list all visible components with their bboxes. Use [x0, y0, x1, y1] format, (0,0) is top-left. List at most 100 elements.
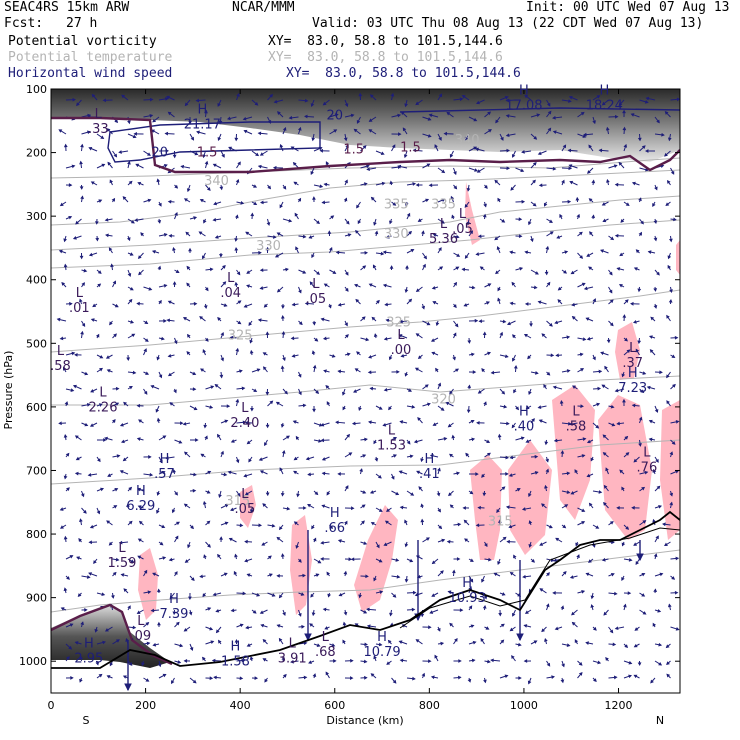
wind-arrow-head: [69, 555, 74, 559]
wind-arrow-head: [88, 252, 93, 257]
wind-arrow-head: [345, 334, 349, 338]
wind-arrow-head: [455, 368, 460, 373]
wind-arrow-head: [398, 132, 402, 137]
wind-arrow-head: [193, 301, 198, 306]
wind-arrow-head: [310, 593, 314, 598]
wind-arrow-head: [331, 354, 336, 358]
wind-arrow-head: [268, 573, 273, 577]
wind-arrow-head: [165, 148, 170, 153]
wind-arrow-head: [224, 521, 229, 526]
wind-arrow-head: [244, 491, 249, 496]
wind-arrow-head: [180, 164, 185, 169]
wind-arrow-head: [320, 317, 325, 322]
wind-arrow-head: [675, 627, 680, 631]
wind-arrow-head: [559, 400, 564, 404]
wind-arrow-head: [502, 319, 507, 324]
wind-arrow-head: [195, 98, 200, 103]
wind-arrow-head: [209, 676, 214, 681]
wind-arrow-head: [298, 391, 302, 396]
wind-arrow-head: [466, 409, 471, 414]
pv-labels: 1.5 1.5 1.5: [197, 140, 421, 160]
wind-arrow-head: [362, 265, 367, 270]
wind-arrow-head: [673, 217, 677, 222]
wind-arrow-head: [161, 336, 165, 341]
wind-arrow-head: [465, 452, 469, 457]
extremum-value: .57: [154, 467, 175, 482]
wind-arrow-head: [453, 185, 458, 190]
wind-arrow-head: [389, 612, 393, 617]
wind-arrow-head: [320, 540, 324, 545]
wind-arrow-head: [669, 238, 673, 243]
wind-arrow-head: [72, 97, 77, 102]
wind-arrow-head: [157, 265, 162, 270]
wind-arrow-head: [171, 509, 176, 514]
wind-arrow-head: [138, 271, 142, 276]
wind-arrow-head: [566, 490, 571, 494]
wind-arrow-head: [234, 281, 239, 286]
wind-arrow-head: [533, 135, 538, 140]
wind-arrow-head: [582, 337, 587, 341]
wind-arrow-head: [267, 555, 272, 560]
wind-arrow-head: [376, 544, 380, 549]
wind-arrow-head: [432, 301, 437, 305]
wind-arrow-head: [123, 401, 127, 406]
wind-arrow-head: [145, 678, 150, 682]
wind-arrow-head: [517, 642, 522, 647]
wind-arrow-head: [426, 321, 431, 326]
wind-arrow-head: [532, 161, 537, 166]
wind-arrow-head: [545, 468, 550, 473]
wind-arrow-head: [143, 348, 147, 353]
wind-arrow-head: [402, 127, 407, 132]
wind-arrow-head: [377, 474, 382, 479]
wind-arrow-head: [553, 438, 558, 443]
wind-arrow-head: [99, 367, 103, 372]
wind-arrow-head: [281, 656, 286, 661]
wind-arrow-head: [321, 504, 326, 509]
wind-arrow-head: [581, 521, 586, 525]
wind-arrow-head: [485, 626, 490, 630]
wind-arrow-head: [238, 369, 243, 374]
extremum-symbol: L: [289, 636, 297, 651]
wind-arrow-head: [669, 501, 674, 506]
wind-arrow-head: [613, 164, 618, 168]
wind-arrow-head: [648, 335, 653, 339]
wind-arrow-head: [461, 94, 466, 99]
wind-arrow-head: [249, 339, 254, 344]
wind-arrow-head: [612, 642, 617, 647]
wind-arrow-head: [654, 408, 659, 413]
wind-arrow-head: [409, 558, 414, 563]
wind-arrow-head: [480, 637, 485, 642]
wind-arrow-head: [149, 97, 154, 102]
wind-arrow-head: [344, 520, 348, 525]
wind-arrow-head: [548, 524, 553, 529]
wind-arrow-head: [152, 118, 157, 123]
wind-arrow-head: [63, 143, 68, 148]
wind-arrow-head: [506, 148, 511, 153]
wind-arrow-head: [546, 102, 551, 107]
wind-arrow-head: [185, 231, 190, 236]
wind-arrow-head: [204, 109, 208, 114]
wind-arrow-head: [344, 287, 349, 292]
wind-arrow-head: [539, 542, 544, 546]
wind-arrow-head: [353, 128, 358, 133]
wind-arrow-head: [567, 148, 572, 153]
wind-arrow-head: [235, 459, 240, 464]
wind-arrow-head: [482, 213, 487, 218]
wind-arrow-head: [413, 439, 418, 444]
wind-arrow-head: [656, 485, 661, 490]
wind-arrow-head: [215, 608, 220, 613]
wind-arrow-head: [193, 406, 198, 411]
wind-arrow-head: [183, 451, 188, 456]
forecast-label: Fcst:: [4, 16, 44, 31]
wind-arrow-head: [239, 523, 244, 528]
wind-arrow-head: [482, 604, 487, 609]
extremum-symbol: L: [459, 207, 467, 222]
wind-arrow-head: [207, 607, 212, 611]
wind-arrow-head: [652, 518, 656, 523]
wind-arrow-head: [115, 402, 120, 406]
wind-arrow-head: [537, 300, 542, 305]
wind-arrow-head: [166, 95, 171, 100]
wind-arrow-head: [559, 213, 563, 218]
wind-arrow-head: [308, 660, 312, 664]
